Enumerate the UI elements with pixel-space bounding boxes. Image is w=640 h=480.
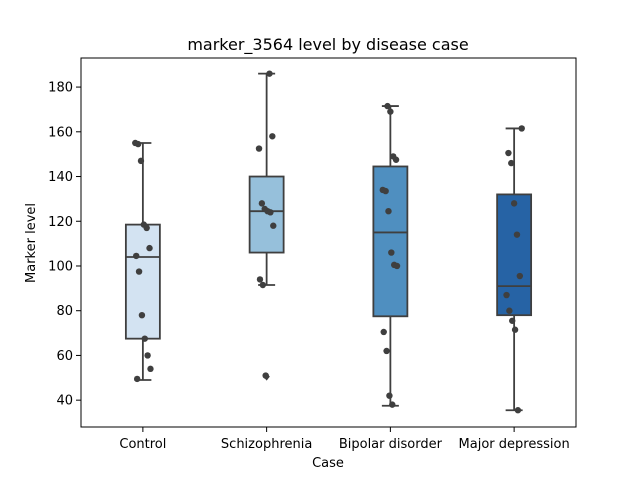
data-point (255, 145, 263, 152)
x-tick-label: Schizophrenia (221, 437, 312, 452)
plot-frame (80, 57, 577, 428)
data-point (385, 207, 392, 215)
data-point (146, 244, 153, 252)
data-point (518, 125, 525, 132)
data-point (510, 200, 518, 207)
data-point (256, 276, 264, 283)
data-point (137, 157, 145, 165)
x-axis-label: Case (312, 456, 344, 471)
box-group-bipolar-disorder (372, 102, 409, 408)
y-tick-label: 80 (56, 304, 73, 319)
y-tick-label: 40 (56, 394, 73, 409)
data-point (143, 224, 150, 232)
y-tick-label: 60 (56, 349, 73, 364)
y-tick-label: 140 (48, 170, 73, 185)
data-point (259, 281, 267, 289)
x-tick-label: Major depression (459, 437, 570, 452)
y-tick-label: 120 (48, 215, 73, 230)
data-point (270, 222, 277, 229)
data-point (506, 307, 513, 314)
data-point (388, 249, 395, 256)
data-point (513, 231, 521, 238)
y-tick-label: 160 (48, 125, 73, 140)
plot-area: 40 60 80 100 120 140 160 180 Control Schizophreni… (48, 57, 577, 452)
data-point (147, 365, 154, 373)
data-point (503, 291, 510, 299)
data-point (508, 159, 515, 167)
data-point (386, 392, 393, 399)
data-point (387, 108, 394, 115)
data-point (380, 328, 387, 336)
iqr-box (124, 223, 161, 340)
data-point (382, 187, 389, 195)
data-point (144, 352, 151, 359)
data-point (389, 401, 396, 408)
data-point (383, 347, 390, 355)
data-point (509, 317, 516, 324)
data-point (516, 272, 524, 280)
data-point (138, 311, 146, 319)
box-group-schizophrenia (248, 70, 285, 381)
data-point (511, 326, 519, 333)
iqr-box (248, 175, 285, 254)
data-point (505, 149, 512, 157)
data-point (267, 209, 274, 216)
x-tick-label: Bipolar disorder (339, 437, 443, 452)
data-point (393, 262, 401, 270)
iqr-box (496, 193, 533, 317)
iqr-box (372, 165, 409, 318)
x-tick-label: Control (119, 437, 166, 452)
y-tick-label: 180 (48, 81, 73, 96)
data-point (262, 372, 269, 379)
data-point (266, 70, 273, 77)
data-point (135, 268, 143, 275)
box-group-major-depression (496, 125, 533, 414)
data-point (392, 156, 400, 163)
data-point (514, 407, 522, 414)
chart-title: marker_3564 level by disease case (187, 35, 468, 55)
data-point (141, 335, 148, 342)
data-point (134, 140, 142, 148)
data-point (258, 200, 266, 207)
y-tick-label: 100 (48, 259, 73, 274)
data-point (384, 102, 391, 110)
data-point (269, 133, 276, 140)
y-axis-label: Marker level (24, 203, 39, 283)
box-group-control (124, 139, 161, 383)
data-point (133, 252, 140, 260)
data-point (133, 375, 141, 383)
